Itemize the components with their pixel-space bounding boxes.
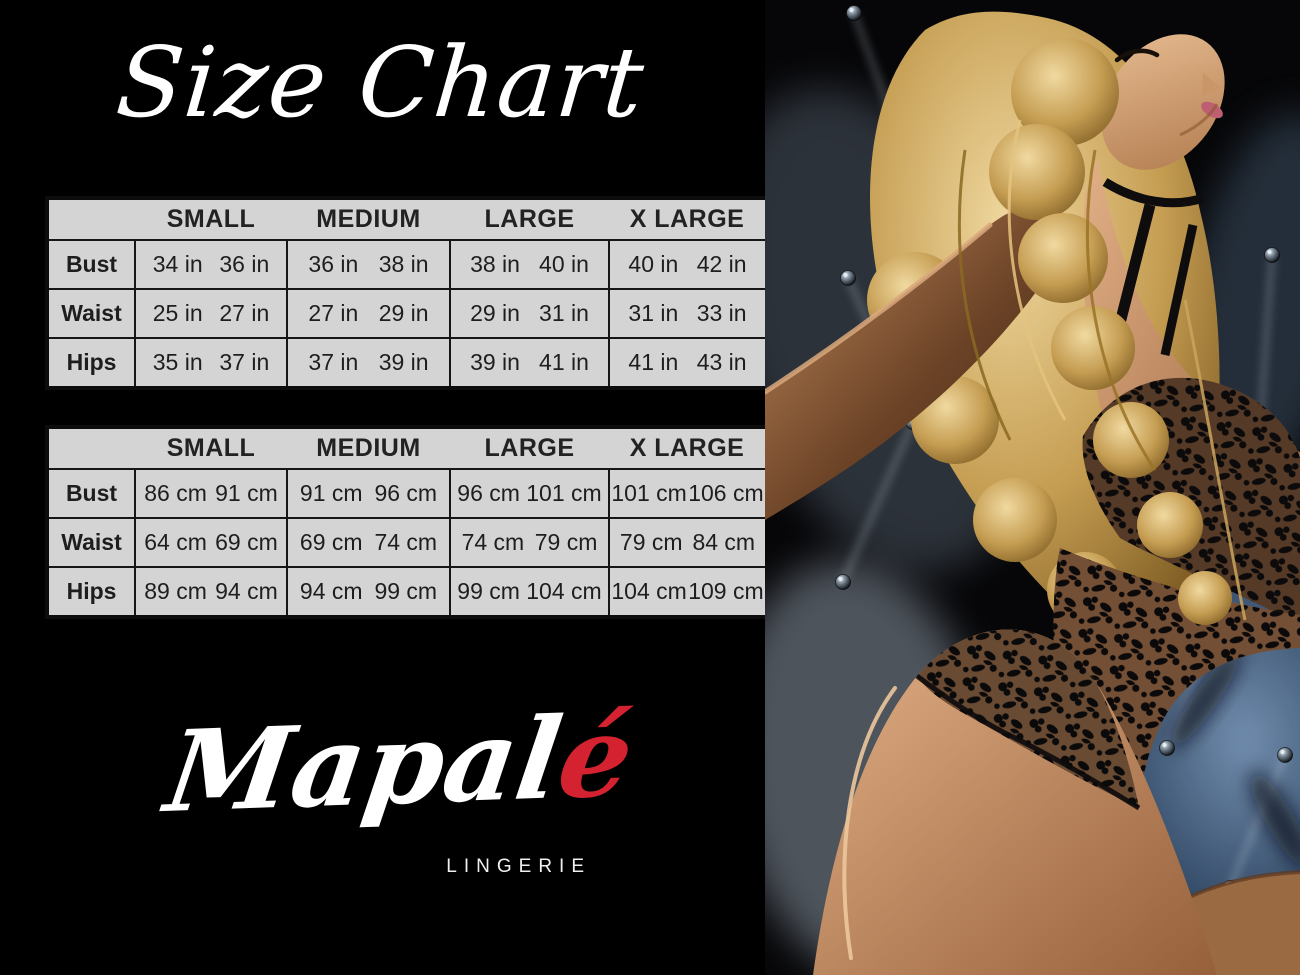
nose	[1202, 72, 1220, 96]
table-row-waist: Waist 25 in 27 in 27 in 29 in 29 in 31 in 3…	[46, 288, 768, 339]
size-cell: 79 cm 84 cm	[608, 517, 768, 568]
size-cell: 89 cm 94 cm	[134, 566, 288, 618]
model-figure	[765, 11, 1300, 975]
size-cell: 91 cm 96 cm	[286, 468, 451, 519]
size-cell: 25 in 27 in	[134, 288, 288, 339]
table-row-hips: Hips 35 in 37 in 37 in 39 in 39 in 41 in 41…	[46, 337, 768, 389]
size-cell: 41 in 43 in	[608, 337, 768, 389]
brand-tagline: LINGERIE	[446, 856, 591, 877]
model-photo: #btns circle{fill:url(#btnG);stroke:#000…	[765, 0, 1300, 975]
row-label: Hips	[46, 337, 136, 389]
size-table-inches: SMALL MEDIUM LARGE X LARGE Bust 34 in 36 …	[45, 196, 769, 390]
header-row: SMALL MEDIUM LARGE X LARGE	[47, 427, 767, 470]
eyelashes	[1114, 48, 1160, 63]
row-label: Waist	[46, 517, 136, 568]
model-arm	[765, 207, 1065, 520]
size-cell: 31 in 33 in	[608, 288, 768, 339]
model-face	[1101, 34, 1225, 170]
size-cell: 34 in 36 in	[134, 239, 288, 290]
brand-logo-text: Mapalé	[158, 690, 642, 839]
size-cell: 27 in 29 in	[286, 288, 451, 339]
row-label: Bust	[46, 239, 136, 290]
brand-logo: Mapalé LINGERIE	[145, 691, 655, 883]
model-hip-lace	[915, 629, 1141, 811]
size-cell: 39 in 41 in	[449, 337, 610, 389]
model-lace-bra	[1082, 178, 1300, 625]
header-row: SMALL MEDIUM LARGE X LARGE	[47, 198, 767, 241]
size-cell: 36 in 38 in	[286, 239, 451, 290]
row-label: Hips	[46, 566, 136, 618]
size-cell: 64 cm 69 cm	[134, 517, 288, 568]
size-cell: 29 in 31 in	[449, 288, 610, 339]
corner-cell	[47, 427, 135, 470]
row-label: Waist	[46, 288, 136, 339]
size-header-large: LARGE	[450, 427, 609, 470]
size-cell: 74 cm 79 cm	[449, 517, 610, 568]
size-cell: 101 cm 106 cm	[608, 468, 768, 519]
model-legs	[813, 629, 1300, 975]
table-row-bust: Bust 34 in 36 in 36 in 38 in 38 in 40 in 40…	[46, 239, 768, 290]
size-cell: 104 cm 109 cm	[608, 566, 768, 618]
row-label: Bust	[46, 468, 136, 519]
size-header-medium: MEDIUM	[287, 198, 450, 241]
size-cell: 94 cm 99 cm	[286, 566, 451, 618]
table-row-hips: Hips 89 cm 94 cm 94 cm 99 cm 99 cm 104 cm 1…	[46, 566, 768, 618]
corner-cell	[47, 198, 135, 241]
size-cell: 35 in 37 in	[134, 337, 288, 389]
size-cell: 96 cm 101 cm	[449, 468, 610, 519]
size-header-xlarge: X LARGE	[609, 427, 767, 470]
size-table-centimeters: SMALL MEDIUM LARGE X LARGE Bust 86 cm 91 …	[45, 425, 769, 619]
page-title: Size Chart	[112, 26, 649, 139]
size-cell: 38 in 40 in	[449, 239, 610, 290]
model-hair-front	[957, 38, 1247, 625]
size-cell: 40 in 42 in	[608, 239, 768, 290]
size-cell: 86 cm 91 cm	[134, 468, 288, 519]
size-header-small: SMALL	[135, 198, 287, 241]
size-header-large: LARGE	[450, 198, 609, 241]
size-header-medium: MEDIUM	[287, 427, 450, 470]
table-row-waist: Waist 64 cm 69 cm 69 cm 74 cm 74 cm 79 cm 7…	[46, 517, 768, 568]
size-header-small: SMALL	[135, 427, 287, 470]
size-header-xlarge: X LARGE	[609, 198, 767, 241]
table-row-bust: Bust 86 cm 91 cm 91 cm 96 cm 96 cm 101 cm 1…	[46, 468, 768, 519]
size-cell: 99 cm 104 cm	[449, 566, 610, 618]
size-cell: 37 in 39 in	[286, 337, 451, 389]
size-cell: 69 cm 74 cm	[286, 517, 451, 568]
